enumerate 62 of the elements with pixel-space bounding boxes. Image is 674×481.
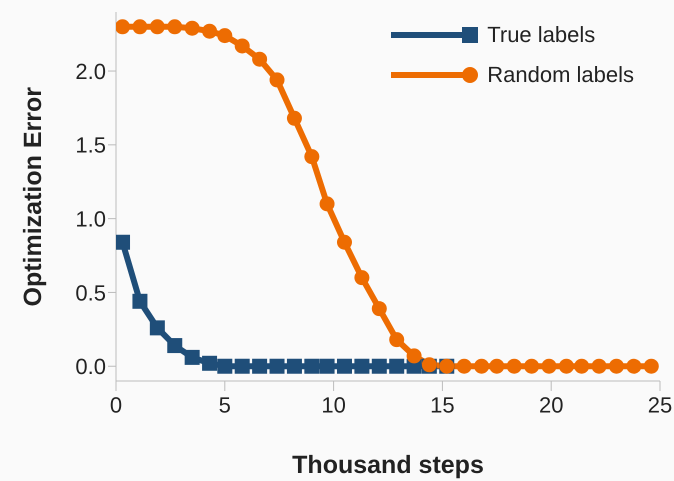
point <box>389 332 404 348</box>
point <box>336 358 352 374</box>
x-tick-label: 0 <box>110 392 122 418</box>
point <box>489 358 504 374</box>
y-tick-label: 1.0 <box>75 206 106 232</box>
point <box>474 358 490 374</box>
point <box>184 20 200 36</box>
point <box>270 358 285 374</box>
point <box>524 358 540 374</box>
y-tick-label: 0.0 <box>75 354 106 380</box>
point <box>304 358 320 374</box>
point <box>202 24 218 39</box>
point <box>150 19 165 34</box>
point <box>372 358 387 374</box>
point <box>372 301 387 316</box>
y-axis-title: Optimization Error <box>18 86 47 306</box>
point <box>217 28 232 44</box>
point <box>320 196 335 212</box>
point <box>167 338 182 354</box>
point <box>167 19 182 34</box>
point <box>389 358 404 374</box>
point <box>608 358 624 374</box>
point <box>116 234 130 250</box>
point <box>542 358 557 374</box>
point <box>202 356 218 371</box>
point <box>354 270 370 286</box>
point <box>234 358 250 374</box>
point <box>406 348 422 364</box>
point <box>304 149 320 164</box>
point <box>116 19 130 34</box>
y-tick-label: 2.0 <box>75 58 106 84</box>
point <box>354 358 370 374</box>
legend-label: True labels <box>487 22 596 48</box>
x-tick-label: 10 <box>321 392 346 418</box>
point <box>286 358 302 374</box>
point <box>320 358 335 374</box>
x-axis-title: Thousand steps <box>292 451 484 479</box>
point <box>234 38 250 54</box>
legend-label: Random labels <box>487 62 634 88</box>
x-tick-label: 20 <box>538 392 564 418</box>
x-tick-label: 5 <box>218 392 231 418</box>
point <box>456 358 472 374</box>
y-tick-label: 1.5 <box>75 132 106 158</box>
point <box>592 358 607 374</box>
point <box>506 358 522 374</box>
y-tick-label: 0.5 <box>75 280 106 306</box>
point <box>644 358 659 374</box>
point <box>150 320 165 336</box>
point <box>336 234 352 250</box>
point <box>252 52 268 67</box>
point <box>217 358 232 374</box>
point <box>626 358 642 374</box>
point <box>270 72 285 88</box>
point <box>574 358 590 374</box>
x-tick-label: 25 <box>648 392 672 418</box>
point <box>184 350 200 365</box>
point <box>132 19 148 34</box>
point <box>252 358 268 374</box>
point <box>286 110 302 126</box>
point <box>132 294 148 309</box>
x-tick-label: 15 <box>430 392 455 418</box>
point <box>558 358 574 374</box>
